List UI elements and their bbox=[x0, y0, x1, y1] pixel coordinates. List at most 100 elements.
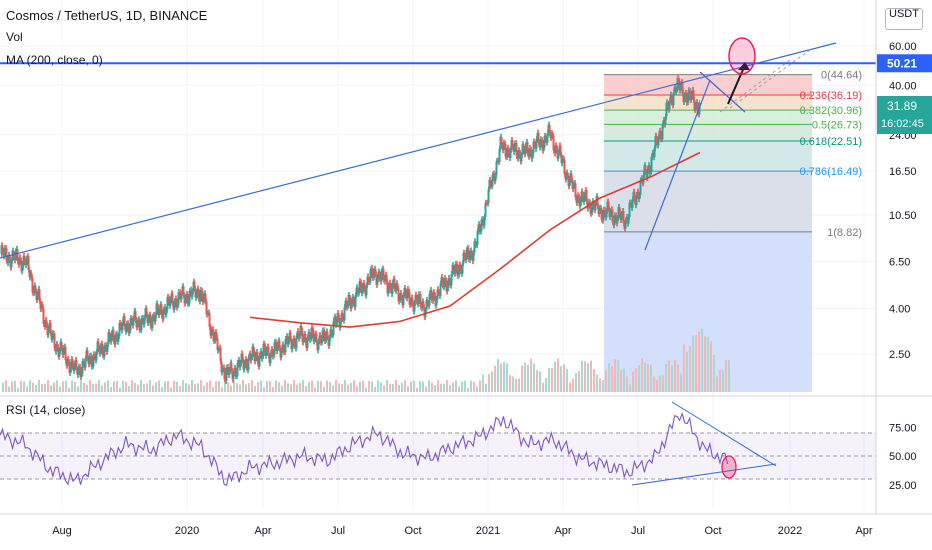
price-axis-tick: 60.00 bbox=[889, 41, 917, 53]
candle-body bbox=[633, 191, 636, 201]
candle-body bbox=[598, 207, 601, 214]
price-badge-hline-label: 50.21 bbox=[887, 56, 917, 70]
volume-bar bbox=[347, 384, 349, 392]
volume-bar bbox=[338, 383, 340, 392]
time-axis-tick: Jul bbox=[631, 525, 645, 537]
candle-body bbox=[239, 362, 242, 368]
long-trendline bbox=[0, 42, 837, 259]
volume-bar bbox=[602, 380, 604, 392]
volume-bar bbox=[269, 381, 271, 392]
volume-bar bbox=[17, 387, 19, 392]
candle-body bbox=[273, 342, 276, 356]
candle-body bbox=[594, 203, 597, 211]
volume-bar bbox=[503, 361, 505, 392]
volume-bar bbox=[380, 382, 382, 392]
candle-body bbox=[588, 201, 591, 203]
dashed-projection bbox=[719, 59, 791, 113]
candle-body bbox=[158, 308, 161, 315]
fib-level-label: 1(8.82) bbox=[827, 227, 862, 239]
candle-body bbox=[262, 343, 265, 356]
candle-body bbox=[554, 145, 557, 154]
candle-body bbox=[660, 138, 663, 140]
rsi-label: RSI (14, close) bbox=[6, 403, 86, 417]
candle-body bbox=[600, 207, 603, 220]
candle-body bbox=[649, 171, 652, 174]
volume-bar bbox=[701, 328, 703, 392]
candle-body bbox=[589, 202, 592, 214]
candle-body bbox=[372, 276, 375, 279]
candle-body bbox=[690, 96, 693, 101]
candle-body bbox=[220, 361, 223, 373]
time-axis-tick: 2022 bbox=[778, 525, 802, 537]
candle-body bbox=[254, 356, 257, 362]
volume-bar bbox=[416, 387, 418, 392]
volume-bar bbox=[227, 382, 229, 392]
volume-bar bbox=[515, 378, 517, 392]
candle-body bbox=[470, 250, 473, 254]
volume-bar bbox=[308, 381, 310, 392]
candle-body bbox=[99, 345, 102, 354]
candle-body bbox=[692, 89, 695, 100]
candle-body bbox=[132, 318, 135, 326]
volume-bar bbox=[722, 370, 724, 392]
volume-bar bbox=[362, 380, 364, 392]
candle-body bbox=[577, 195, 580, 197]
candle-body bbox=[230, 362, 233, 371]
candle-body bbox=[635, 195, 638, 206]
candle-body bbox=[532, 141, 535, 154]
candle-body bbox=[20, 260, 23, 272]
candle-body bbox=[607, 201, 610, 209]
candle-body bbox=[334, 316, 337, 325]
currency-label[interactable]: USDT bbox=[885, 8, 923, 30]
volume-bar bbox=[560, 366, 562, 392]
volume-bar bbox=[320, 381, 322, 392]
candle-body bbox=[562, 158, 565, 160]
candle-body bbox=[1, 245, 4, 253]
candle-body bbox=[447, 277, 450, 289]
candle-body bbox=[358, 281, 361, 293]
candle-body bbox=[14, 251, 17, 261]
candle-body bbox=[580, 191, 583, 203]
candle-body bbox=[657, 136, 660, 146]
candle-body bbox=[34, 285, 37, 292]
candle-body bbox=[478, 224, 481, 232]
candle-body bbox=[16, 248, 19, 262]
candle-body bbox=[129, 318, 132, 331]
volume-bar bbox=[488, 374, 490, 392]
candle-body bbox=[245, 359, 248, 369]
volume-bar bbox=[266, 381, 268, 392]
candle-body bbox=[430, 289, 433, 300]
candle-body bbox=[461, 263, 464, 274]
candle-body bbox=[261, 355, 264, 359]
volume-bar bbox=[146, 383, 148, 392]
volume-bar bbox=[32, 382, 34, 392]
candle-body bbox=[145, 308, 148, 316]
volume-bar bbox=[698, 331, 700, 392]
candle-body bbox=[685, 93, 688, 103]
candle-body bbox=[320, 342, 323, 344]
volume-bar bbox=[200, 380, 202, 392]
candle-body bbox=[665, 102, 668, 117]
candle-body bbox=[275, 341, 278, 351]
candle-body bbox=[489, 179, 492, 187]
volume-bar bbox=[719, 369, 721, 392]
candle-body bbox=[365, 285, 368, 296]
candle-body bbox=[347, 295, 350, 306]
candle-body bbox=[526, 142, 529, 154]
volume-bar bbox=[500, 363, 502, 392]
volume-bar bbox=[89, 380, 91, 392]
candle-body bbox=[504, 143, 507, 157]
candle-body bbox=[528, 148, 531, 157]
candle-body bbox=[217, 349, 220, 351]
volume-bar bbox=[47, 380, 49, 392]
volume-bar bbox=[572, 378, 574, 392]
candle-body bbox=[306, 337, 309, 349]
candle-body bbox=[596, 196, 599, 206]
candle-body bbox=[22, 255, 25, 267]
candle-body bbox=[413, 302, 416, 312]
volume-bar bbox=[5, 380, 7, 392]
candle-body bbox=[428, 294, 431, 307]
candle-body bbox=[326, 331, 329, 338]
candle-body bbox=[291, 344, 294, 350]
candle-body bbox=[611, 209, 614, 222]
